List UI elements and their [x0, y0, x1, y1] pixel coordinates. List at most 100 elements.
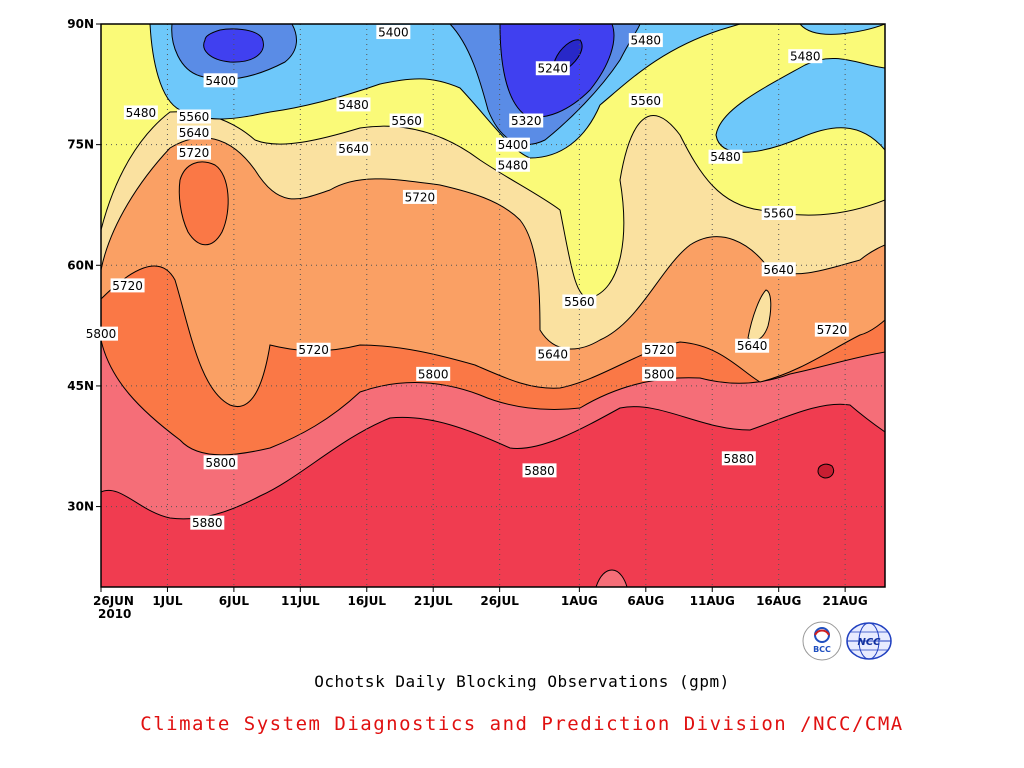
- contour-label: 5640: [179, 126, 210, 140]
- filled-contours: [101, 24, 885, 587]
- x-tick-label: 6AUG: [627, 594, 664, 608]
- x-tick-label: 1AUG: [561, 594, 598, 608]
- x-tick-label: 26JUN: [93, 594, 134, 608]
- contour-label-bg: [642, 342, 677, 357]
- contour-label-bg: [495, 157, 530, 172]
- contour-band-5240: [203, 28, 264, 63]
- credit-line: Climate System Diagnostics and Predictio…: [140, 713, 904, 735]
- contour-label: 5560: [763, 207, 794, 221]
- plot-frame: [100, 23, 886, 588]
- contour-label-bg: [509, 113, 544, 128]
- x-tick-label: 11JUL: [281, 594, 320, 608]
- contour-label: 5800: [86, 327, 117, 341]
- y-tick-label: 30N: [67, 500, 94, 514]
- contour-band-5400-ne: [799, 24, 885, 35]
- contour-label: 5720: [644, 343, 675, 357]
- contour-label-bg: [562, 294, 597, 309]
- chart-title: Ochotsk Daily Blocking Observations (gpm…: [314, 672, 730, 691]
- contour-label: 5720: [179, 146, 210, 160]
- contour-labels: 5400 5480 5480 5400 5240 5480 5480 5560 5560 5320…: [84, 25, 849, 530]
- contour-label-bg: [389, 113, 424, 128]
- contour-label-bg: [761, 262, 796, 277]
- grid-lines: [101, 24, 885, 587]
- contour-label: 5640: [737, 339, 768, 353]
- contour-label: 5480: [631, 34, 662, 48]
- contour-label-bg: [708, 149, 743, 164]
- y-tick-label: 90N: [67, 17, 94, 31]
- x-tick-label: 16AUG: [756, 594, 801, 608]
- contour-label: 5400: [205, 74, 236, 88]
- y-axis: 30N 45N 60N 75N 90N: [67, 17, 101, 514]
- contour-band-5960: [817, 463, 835, 479]
- contour-band-5400-east: [715, 57, 885, 153]
- contour-label-bg: [814, 322, 849, 337]
- contour-label: 5560: [631, 94, 662, 108]
- ncc-globe-logo-icon: NCC: [845, 621, 893, 666]
- contour-label: 5800: [644, 367, 675, 381]
- contour-label: 5240: [538, 62, 569, 76]
- contour-label: 5880: [724, 452, 755, 466]
- contour-label-bg: [177, 145, 212, 160]
- contour-label: 5640: [338, 142, 369, 156]
- bcc-logo-icon: BCC: [802, 621, 842, 666]
- contour-label-bg: [177, 109, 212, 124]
- contour-label: 5800: [205, 456, 236, 470]
- contour-label: 5640: [763, 263, 794, 277]
- contour-label: 5720: [817, 323, 848, 337]
- contour-label: 5720: [405, 190, 436, 204]
- contour-label: 5560: [564, 295, 595, 309]
- contour-label-bg: [761, 206, 796, 221]
- contour-label-bg: [628, 93, 663, 108]
- x-tick-label: 11AUG: [690, 594, 735, 608]
- contour-label: 5480: [790, 50, 821, 64]
- contour-label: 5480: [710, 150, 741, 164]
- contour-label: 5320: [511, 114, 542, 128]
- contour-label: 5880: [524, 464, 555, 478]
- y-tick-label: 75N: [67, 138, 94, 152]
- contour-label-bg: [735, 338, 770, 353]
- contour-label-bg: [296, 342, 331, 357]
- contour-label-bg: [402, 189, 437, 204]
- contour-label: 5880: [192, 516, 223, 530]
- contour-label-bg: [535, 61, 570, 76]
- contour-label-bg: [190, 515, 225, 530]
- contour-label-bg: [721, 451, 756, 466]
- contour-label-bg: [495, 137, 530, 152]
- contour-label-bg: [788, 49, 823, 64]
- contour-label-bg: [376, 25, 411, 40]
- y-tick-label: 60N: [67, 258, 94, 272]
- contour-band-5960-south: [595, 569, 628, 587]
- contour-label: 5560: [391, 114, 422, 128]
- contour-label-bg: [535, 346, 570, 361]
- y-tick-label: 45N: [67, 379, 94, 393]
- x-tick-label: 1JUL: [152, 594, 183, 608]
- contour-label-bg: [628, 33, 663, 48]
- ncc-logo-text: NCC: [857, 637, 881, 648]
- x-tick-label: 6JUL: [219, 594, 250, 608]
- contour-label: 5480: [126, 106, 157, 120]
- contour-label-bg: [110, 278, 145, 293]
- contour-label-bg: [522, 463, 557, 478]
- x-tick-label: 16JUL: [347, 594, 386, 608]
- contour-label-bg: [84, 326, 118, 341]
- contour-label-bg: [336, 141, 371, 156]
- bcc-logo-text: BCC: [813, 645, 831, 654]
- contour-label: 5640: [538, 347, 569, 361]
- contour-label-bg: [336, 97, 371, 112]
- x-axis: 26JUN 1JUL 6JUL 11JUL 16JUL 21JUL 26JUL 1AUG 6AU…: [93, 587, 868, 608]
- contour-label-bg: [203, 73, 238, 88]
- contour-label: 5720: [112, 279, 143, 293]
- contour-label: 5400: [378, 26, 409, 40]
- contour-label-bg: [416, 366, 451, 381]
- contour-label-bg: [123, 105, 158, 120]
- contour-label: 5400: [498, 138, 529, 152]
- contour-label: 5560: [179, 110, 210, 124]
- contour-label-bg: [177, 125, 212, 140]
- x-tick-label: 21AUG: [823, 594, 868, 608]
- contour-label: 5480: [338, 98, 369, 112]
- contour-island-5720: [178, 161, 229, 246]
- x-axis-year-label: 2010: [98, 607, 131, 621]
- contour-label: 5480: [498, 158, 529, 172]
- contour-label: 5720: [298, 343, 329, 357]
